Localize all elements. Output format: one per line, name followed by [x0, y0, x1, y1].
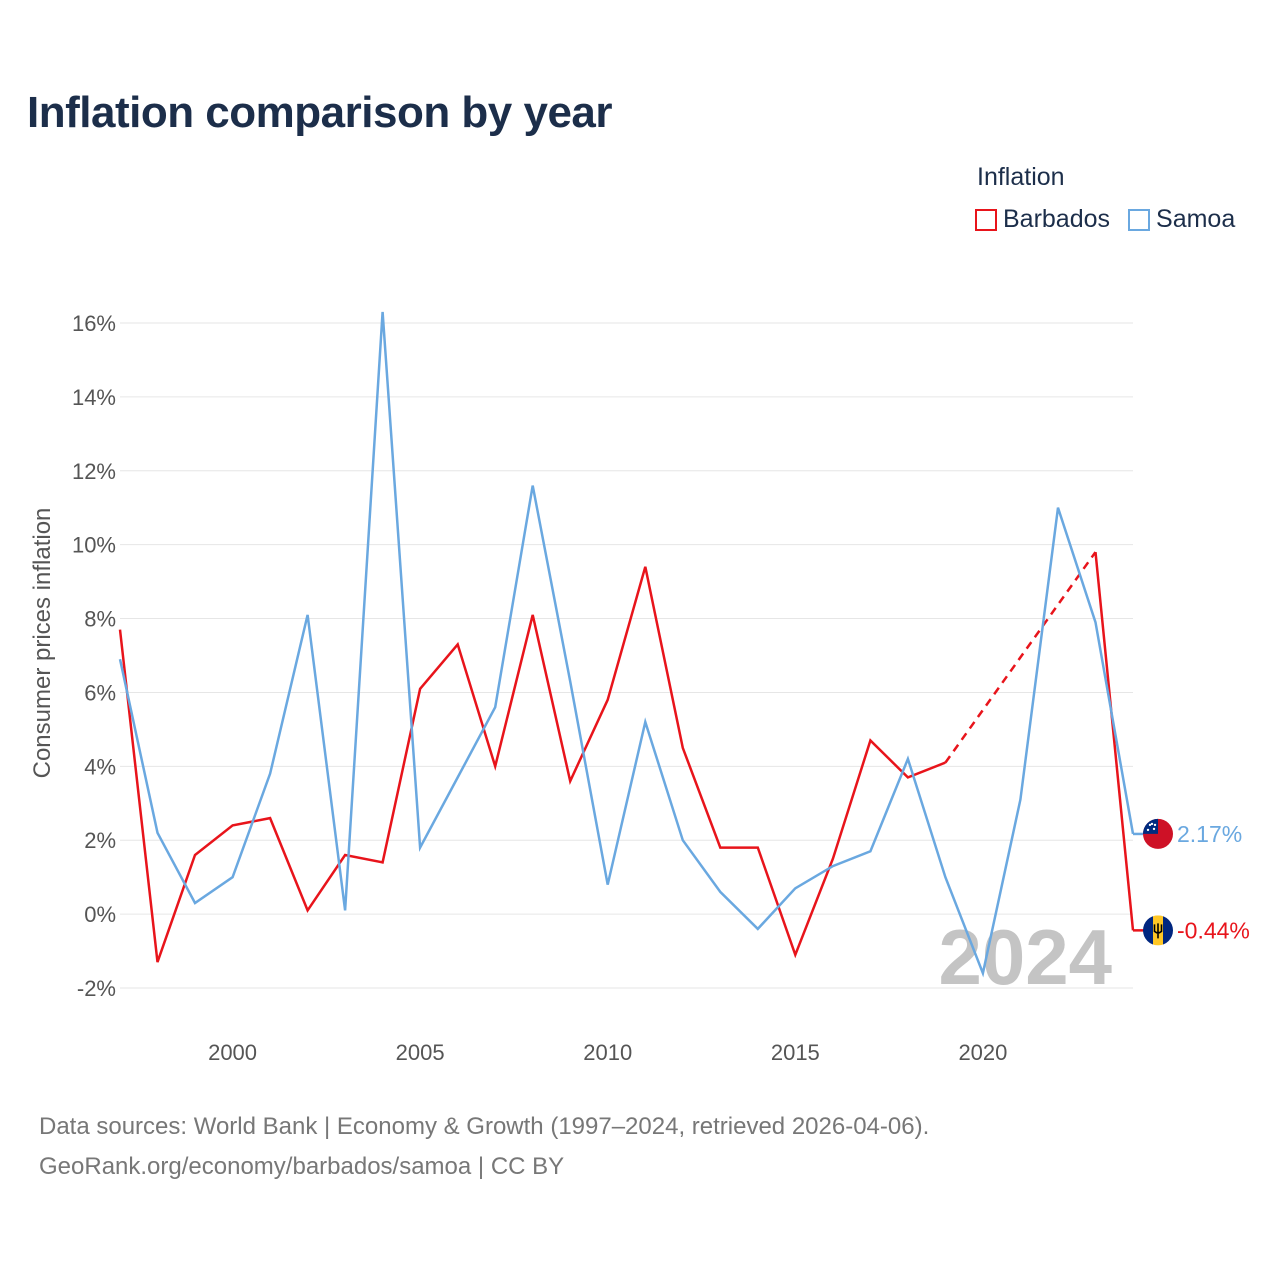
legend-item-samoa[interactable]: Samoa [1128, 205, 1235, 234]
legend-swatch-samoa [1128, 208, 1151, 231]
chart-title: Inflation comparison by year [27, 88, 613, 137]
data-source: Data sources: World Bank | Economy & Gro… [39, 1107, 929, 1187]
legend-label-barbados: Barbados [1003, 205, 1111, 233]
series-line-samoa [118, 311, 1135, 978]
x-tick-label: 2015 [771, 1040, 820, 1065]
y-tick-label: 6% [84, 680, 116, 705]
y-tick-label: 4% [84, 754, 116, 779]
series-line-barbados [118, 566, 946, 963]
x-tick-label: 2020 [958, 1040, 1007, 1065]
source-line-1: Data sources: World Bank | Economy & Gro… [39, 1113, 930, 1140]
samoa-flag-icon [1143, 818, 1173, 849]
y-tick-label: 2% [84, 828, 116, 853]
barbados-flag-icon [1143, 915, 1173, 946]
x-tick-label: 2010 [583, 1040, 632, 1065]
y-tick-label: 8% [84, 607, 116, 632]
end-markers: -0.44% 2.17% [1133, 818, 1250, 946]
y-tick-label: 10% [72, 533, 116, 558]
legend: Barbados Samoa [975, 205, 1235, 234]
y-tick-label: 14% [72, 385, 116, 410]
y-tick-label: 16% [72, 311, 116, 336]
end-value-label-barbados: -0.44% [1177, 917, 1250, 943]
y-axis-label: Consumer prices inflation [29, 508, 56, 779]
y-tick-label: -2% [77, 976, 116, 1001]
x-tick-label: 2000 [208, 1040, 257, 1065]
year-watermark: 2024 [938, 913, 1112, 1001]
y-tick-label: 12% [72, 459, 116, 484]
legend-title: Inflation [977, 163, 1065, 191]
series-lines [118, 311, 1135, 978]
gridlines [120, 322, 1133, 989]
y-tick-label: 0% [84, 902, 116, 927]
y-axis-ticks: 16% 14% 12% 10% 8% 6% 4% 2% 0% -2% [72, 311, 116, 1001]
x-axis-ticks: 2000 2005 2010 2015 2020 [208, 1040, 1007, 1065]
source-line-2[interactable]: GeoRank.org/economy/barbados/samoa | CC … [39, 1153, 565, 1180]
series-gap-barbados [944, 551, 1097, 764]
legend-item-barbados[interactable]: Barbados [975, 205, 1110, 234]
end-value-label-samoa: 2.17% [1177, 821, 1242, 847]
legend-label-samoa: Samoa [1156, 205, 1236, 233]
legend-swatch-barbados [975, 208, 997, 231]
series-line-barbados [1094, 551, 1135, 931]
x-tick-label: 2005 [396, 1040, 445, 1065]
